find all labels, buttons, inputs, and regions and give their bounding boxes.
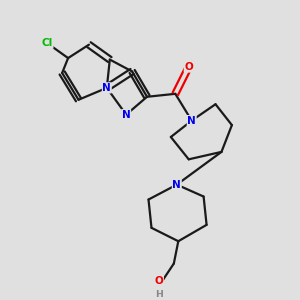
Text: N: N — [122, 110, 130, 120]
Text: H: H — [155, 290, 163, 299]
Text: O: O — [184, 62, 193, 72]
Text: N: N — [102, 83, 111, 93]
Text: N: N — [187, 116, 196, 126]
Text: N: N — [172, 180, 181, 190]
Text: Cl: Cl — [42, 38, 53, 48]
Text: O: O — [154, 276, 163, 286]
